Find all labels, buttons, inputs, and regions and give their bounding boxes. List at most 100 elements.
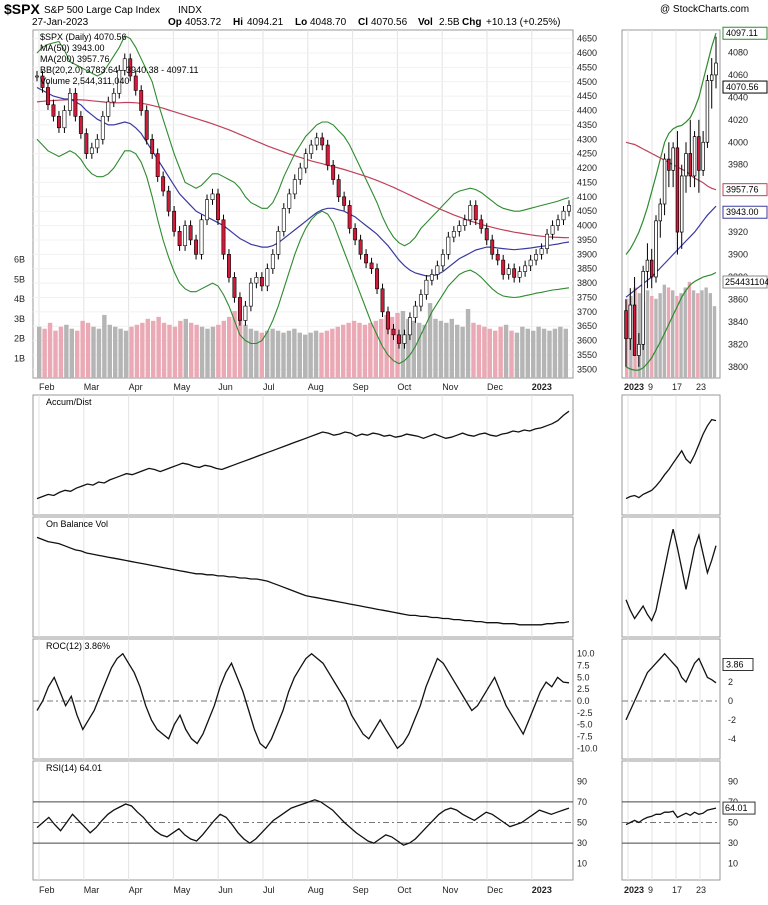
candle-body <box>183 225 188 247</box>
volume-bar <box>357 322 362 378</box>
rsi-zoom-line <box>625 807 717 826</box>
candle-body <box>51 104 56 117</box>
close-label: Cl <box>358 17 368 28</box>
month-label-bottom: May <box>173 885 191 895</box>
price-tick-label: 3550 <box>577 350 597 360</box>
volume-bar <box>42 328 47 378</box>
candle-body <box>397 334 401 344</box>
volume-bar <box>482 326 487 378</box>
candle-body <box>402 334 407 344</box>
candle-body <box>298 167 303 180</box>
candle-body <box>386 311 390 330</box>
month-label-bottom: Dec <box>487 885 504 895</box>
chg-label: Chg <box>462 17 481 28</box>
volume-bar <box>113 326 118 378</box>
volume-tick-label: 4B <box>14 294 25 304</box>
volume-bar <box>281 332 286 378</box>
volume-bar <box>389 316 395 378</box>
candle-body <box>95 138 100 149</box>
volume-bar <box>460 326 465 378</box>
price-candles <box>35 53 571 349</box>
volume-bar <box>53 330 58 378</box>
candle-body <box>358 239 363 255</box>
close-value: 4070.56 <box>371 17 408 28</box>
candle-body <box>144 110 149 140</box>
volume-bar <box>123 330 129 378</box>
ohlc-bar: Op 4053.72 Hi 4094.21 Lo 4048.70 Cl 4070… <box>168 17 561 28</box>
volume-tick-label: 1B <box>14 353 25 363</box>
zoom-bb-lower-line <box>625 271 717 371</box>
candle-body <box>523 265 528 272</box>
ma200-line <box>36 99 570 239</box>
roc-tag-box <box>722 658 754 672</box>
legend-ma200: MA(200) 3957.76 <box>40 54 110 64</box>
volume-bar <box>80 320 85 378</box>
rsi-tag: 64.01 <box>725 803 748 813</box>
zoom-candle-body <box>641 271 645 345</box>
month-label-bottom: Apr <box>129 885 143 895</box>
index-name: S&P 500 Large Cap Index <box>44 5 160 16</box>
volume-tag: 2544311040 <box>725 277 768 287</box>
zoom-volume-bar <box>658 293 662 378</box>
volume-bar <box>449 318 454 378</box>
zoom-tick-label: 3980 <box>728 160 748 170</box>
candle-body <box>517 271 522 278</box>
candle-body <box>194 239 198 255</box>
candle-body <box>451 231 456 238</box>
zoom-volume-bar <box>708 293 713 378</box>
volume-bar <box>400 310 406 378</box>
zoom-candle-body <box>701 141 705 171</box>
candle-body <box>567 205 571 212</box>
volume-bar <box>558 326 563 378</box>
price-tick-label: 4350 <box>577 120 597 130</box>
candle-body <box>506 268 511 275</box>
volume-bar <box>487 328 492 378</box>
open-label: Op <box>168 17 182 28</box>
volume-bar <box>531 330 536 378</box>
volume-tick-label: 6B <box>14 255 25 265</box>
ma200-tag-box <box>722 183 768 197</box>
roc-tick-label: 10.0 <box>577 649 595 659</box>
low-label: Lo <box>295 17 307 28</box>
candle-body <box>462 219 467 226</box>
volume-bar <box>134 324 140 378</box>
candle-body <box>353 228 358 241</box>
ma50-line <box>36 86 570 277</box>
close-tag: 4070.56 <box>726 82 759 92</box>
axis-labels: Feb Feb Mar Mar Apr Apr May May Jun Jun Jul Jul Aug A… <box>14 34 748 895</box>
zoom-candle-body <box>637 343 641 356</box>
high-label: Hi <box>233 17 243 28</box>
volume-bar <box>384 314 389 378</box>
candle-body <box>380 288 385 313</box>
candle-body <box>133 75 138 91</box>
zoom-candle-body <box>645 259 650 272</box>
obv-zoom-line <box>625 528 717 622</box>
candle-body <box>336 179 341 198</box>
candle-body <box>237 297 242 321</box>
candle-body <box>484 228 489 241</box>
price-tick-label: 4200 <box>577 163 597 173</box>
volume-bar <box>503 324 509 378</box>
month-label-bottom: Mar <box>84 885 100 895</box>
volume-bar <box>107 324 112 378</box>
volume-bar <box>346 322 351 378</box>
zoom-candle-body <box>624 310 628 340</box>
price-tick-label: 3700 <box>577 307 597 317</box>
volume-bar <box>259 332 264 378</box>
zoom-candle-body <box>714 62 718 76</box>
zoom-candle-body <box>632 304 637 356</box>
zoom-candle-body <box>697 136 701 171</box>
zoom-label-bottom: 9 <box>648 885 653 895</box>
candle-body <box>375 268 379 290</box>
price-tick-label: 3650 <box>577 321 597 331</box>
volume-bar <box>297 332 302 378</box>
candle-body <box>440 254 445 267</box>
volume-bar <box>395 312 400 378</box>
price-tick-label: 3750 <box>577 292 597 302</box>
candle-body <box>155 153 160 177</box>
volume-bar <box>379 318 384 378</box>
price-tick-label: 3600 <box>577 336 597 346</box>
rsi-zoom-tick-label: 90 <box>728 776 738 786</box>
obv-label: On Balance Vol <box>46 519 108 529</box>
